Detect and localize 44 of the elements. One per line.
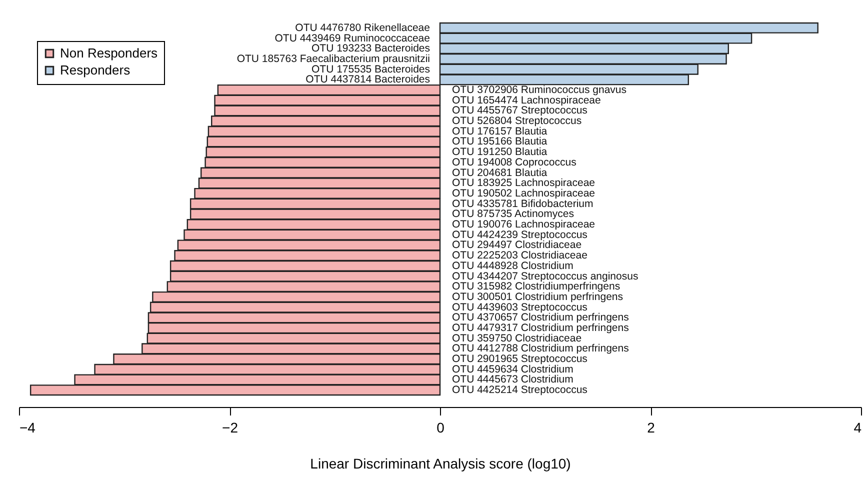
y-tick-label: OTU 193233 Bacteroides bbox=[312, 42, 430, 55]
y-tick-label: OTU 4344207 Streptococcus anginosus bbox=[452, 270, 638, 282]
x-tick-label: 2 bbox=[647, 420, 656, 436]
legend-label: Responders bbox=[60, 62, 131, 78]
y-tick-label: OTU 183925 Lachnospiraceae bbox=[452, 177, 596, 190]
y-tick-label: OTU 1654474 Lachnospiraceae bbox=[452, 94, 602, 106]
y-tick-label: OTU 185763 Faecalibacterium prausnitzii bbox=[236, 52, 430, 65]
legend-label: Non Responders bbox=[60, 46, 158, 60]
y-tick-label: OTU 4437814 Bacteroides bbox=[306, 74, 430, 86]
y-tick-label: OTU 4455767 Streptococcus bbox=[452, 104, 588, 117]
y-tick-label: OTU 359750 Clostridiaceae bbox=[452, 332, 582, 344]
y-tick-label: OTU 875735 Actinomyces bbox=[452, 208, 574, 220]
y-tick-label: OTU 204681 Blautia bbox=[452, 166, 548, 179]
x-tick-label: 0 bbox=[436, 420, 445, 436]
y-tick-label: OTU 4459634 Clostridium bbox=[452, 363, 574, 376]
y-tick-label: OTU 294497 Clostridiaceae bbox=[452, 239, 582, 252]
x-tick-label: −4 bbox=[20, 420, 36, 436]
x-axis-title: Linear Discriminant Analysis score (log10) bbox=[310, 456, 571, 472]
y-tick-label: OTU 191250 Blautia bbox=[452, 146, 548, 158]
x-tick-label: 4 bbox=[854, 420, 862, 436]
y-tick-label: OTU 4476780 Rikenellaceae bbox=[295, 22, 430, 34]
y-tick-label: OTU 4425214 Streptococcus bbox=[452, 384, 588, 396]
y-tick-label: OTU 4448928 Clostridium bbox=[452, 260, 574, 272]
y-tick-label: OTU 4439603 Streptococcus bbox=[452, 301, 588, 314]
y-tick-label: OTU 4445673 Clostridium bbox=[452, 374, 574, 386]
y-tick-label: OTU 4424239 Streptococcus bbox=[452, 228, 588, 241]
y-tick-label: OTU 3702906 Ruminococcus gnavus bbox=[452, 84, 627, 96]
y-tick-label: OTU 315982 Clostridiumperfringens bbox=[452, 280, 620, 293]
y-tick-label: OTU 4479317 Clostridium perfringens bbox=[452, 322, 629, 334]
y-tick-label: OTU 176157 Blautia bbox=[452, 125, 548, 138]
y-tick-label: OTU 4335781 Bifidobacterium bbox=[452, 198, 594, 210]
y-tick-label: OTU 190502 Lachnospiraceae bbox=[452, 187, 596, 200]
y-tick-label: OTU 194008 Coprococcus bbox=[452, 156, 576, 168]
y-tick-label: OTU 2225203 Clostridiaceae bbox=[452, 250, 588, 262]
y-tick-label: OTU 4412788 Clostridium perfringens bbox=[452, 342, 629, 355]
y-tick-label: OTU 300501 Clostridium perfringens bbox=[452, 290, 623, 303]
y-tick-label: OTU 526804 Streptococcus bbox=[452, 115, 582, 128]
y-tick-label: OTU 2901965 Streptococcus bbox=[452, 353, 588, 366]
x-tick-label: −2 bbox=[222, 420, 238, 436]
y-tick-label: OTU 195166 Blautia bbox=[452, 136, 548, 148]
y-tick-label: OTU 190076 Lachnospiraceae bbox=[452, 218, 596, 231]
y-tick-label: OTU 4439469 Ruminococcaceae bbox=[274, 32, 430, 44]
y-tick-label: OTU 175535 Bacteroides bbox=[312, 63, 430, 76]
y-tick-label: OTU 4370657 Clostridium perfringens bbox=[452, 312, 629, 324]
